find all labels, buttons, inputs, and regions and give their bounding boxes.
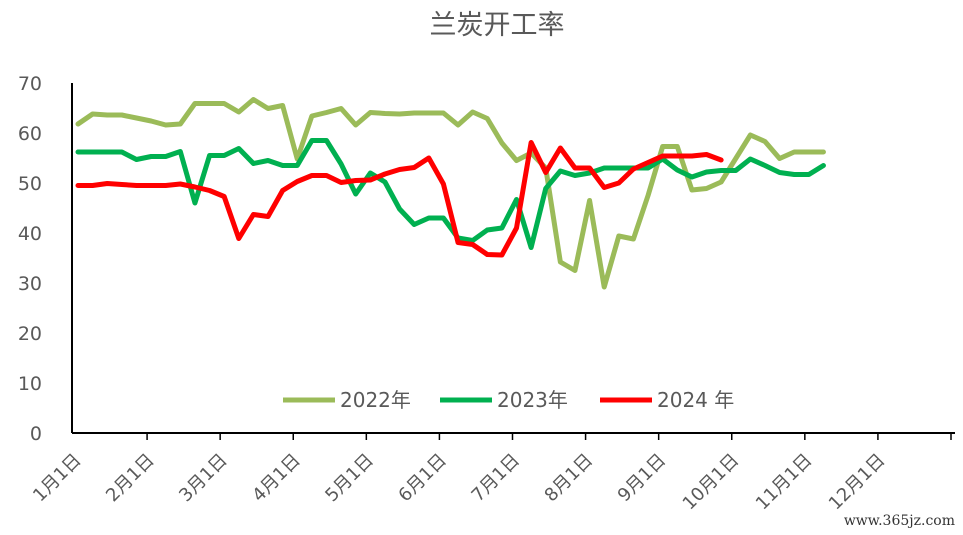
series-line-3 bbox=[75, 140, 724, 258]
chart-title: 兰炭开工率 bbox=[430, 10, 565, 41]
y-tick-label: 30 bbox=[18, 273, 42, 295]
x-tick-label: 1月1日 bbox=[29, 450, 86, 507]
watermark: www.365jz.com bbox=[843, 513, 955, 529]
y-tick-label: 20 bbox=[18, 323, 42, 345]
x-tick-label: 7月1日 bbox=[468, 450, 525, 507]
y-tick-label: 40 bbox=[18, 223, 42, 245]
series-line-2 bbox=[75, 138, 826, 250]
series-line-1 bbox=[75, 97, 826, 290]
x-tick-label: 12月1日 bbox=[825, 450, 890, 515]
x-tick-label: 6月1日 bbox=[394, 450, 451, 507]
x-tick-label: 9月1日 bbox=[614, 450, 671, 507]
legend-label-1: 2022年 bbox=[340, 388, 411, 412]
x-tick-label: 8月1日 bbox=[541, 450, 598, 507]
legend-label-3: 2024 年 bbox=[657, 388, 734, 412]
x-tick-label: 5月1日 bbox=[321, 450, 378, 507]
x-tick-label: 2月1日 bbox=[102, 450, 159, 507]
x-tick-label: 10月1日 bbox=[679, 450, 744, 515]
legend: 2022年 2023年 2024 年 bbox=[283, 388, 734, 412]
y-tick-label: 70 bbox=[18, 73, 42, 95]
legend-label-2: 2023年 bbox=[497, 388, 568, 412]
y-axis: 0 10 20 30 40 50 60 70 bbox=[18, 73, 73, 445]
y-tick-label: 10 bbox=[18, 373, 42, 395]
y-tick-label: 60 bbox=[18, 123, 42, 145]
x-tick-label: 3月1日 bbox=[175, 450, 232, 507]
x-axis: 1月1日 2月1日 3月1日 4月1日 5月1日 6月1日 7月1日 8月1日 9月1日 10月1… bbox=[29, 432, 955, 515]
y-tick-label: 0 bbox=[30, 423, 42, 445]
x-tick-label: 11月1日 bbox=[752, 450, 817, 515]
y-tick-label: 50 bbox=[18, 173, 42, 195]
x-tick-label: 4月1日 bbox=[248, 450, 305, 507]
series-lines bbox=[75, 97, 826, 290]
